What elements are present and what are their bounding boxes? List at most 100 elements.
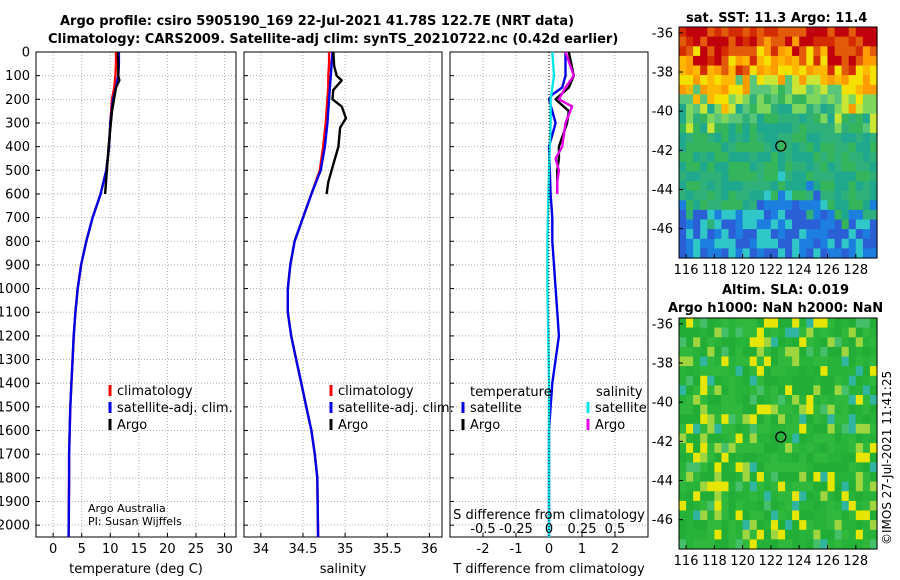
sst_map-cell — [728, 123, 737, 134]
sla_map-cell — [855, 318, 864, 329]
sst_map-cell — [813, 123, 822, 134]
sla_map-cell — [756, 433, 765, 444]
sla_map-cell — [756, 337, 765, 348]
temperature-xtick-label: 25 — [188, 542, 205, 557]
sst_map-cell — [721, 190, 730, 201]
sst_map-cell — [763, 132, 772, 144]
depth-tick-label: 1400 — [0, 377, 30, 392]
sst_map-cell — [693, 142, 701, 153]
sla_map-cell — [834, 510, 843, 521]
sla_map-cell — [827, 375, 836, 386]
sst_map-cell — [785, 161, 793, 172]
differences-xtick-label: -1 — [510, 542, 523, 557]
salinity-xtick-label: 35 — [337, 542, 354, 557]
sst_map-cell — [869, 238, 878, 249]
sst_map-cell — [855, 55, 864, 67]
sst_map-cell — [707, 65, 715, 76]
sla_map-cell — [785, 433, 793, 444]
sst_map-cell — [679, 200, 687, 211]
sst_map-cell — [869, 219, 878, 230]
sla_map-cell — [693, 433, 701, 444]
sla_map-cell — [693, 423, 701, 435]
sst_map-cell — [827, 94, 836, 105]
sst_map-cell — [792, 132, 800, 144]
differences-top-label: S difference from climatology — [453, 508, 645, 523]
temperature-xtick-label: 0 — [49, 542, 57, 557]
sla_map-cell — [792, 356, 800, 367]
sst_map-cell — [700, 113, 708, 124]
sla_map-cell — [869, 500, 878, 512]
sla_map-cell — [763, 404, 772, 415]
sst_map-cell — [693, 75, 701, 86]
sla_map-cell — [679, 423, 687, 435]
sst_map-cell — [707, 113, 715, 124]
sla_map-cell — [700, 491, 708, 502]
sst_map-cell — [742, 65, 751, 76]
sst_map-cell — [806, 27, 814, 38]
sla_map-cell — [749, 327, 758, 338]
sla_map-cell — [763, 481, 772, 492]
sla_map-cell — [742, 327, 751, 338]
sla_map-cell — [756, 529, 765, 540]
sla_map-cell — [855, 356, 864, 367]
sla_map-ytick-label: -40 — [652, 396, 673, 411]
sst_map-cell — [778, 171, 786, 182]
sst_map-cell — [749, 46, 758, 57]
sla_map-cell — [749, 452, 758, 463]
sla_map-cell — [679, 491, 687, 502]
sla_map-cell — [799, 481, 807, 492]
sst_map-cell — [742, 161, 751, 172]
sla_map-cell — [693, 481, 701, 492]
sst_map-cell — [827, 36, 836, 47]
sla_map-cell — [693, 500, 701, 512]
sla_map-ytick-label: -38 — [652, 357, 673, 372]
sst_map-cell — [707, 238, 715, 249]
sla_map-cell — [862, 423, 871, 435]
sst_map-cell — [834, 36, 843, 47]
sla_map-cell — [785, 491, 793, 502]
sst_map-cell — [785, 171, 793, 182]
sla_map-cell — [799, 356, 807, 367]
temperature-xlabel: temperature (deg C) — [69, 562, 203, 577]
sla_map-cell — [813, 452, 822, 463]
sla_map-cell — [834, 385, 843, 396]
sst_map-cell — [686, 209, 694, 221]
sst_map-cell — [841, 75, 850, 86]
sla_map-cell — [742, 318, 751, 329]
sst_map-cell — [792, 229, 800, 240]
sla_map-cell — [855, 433, 864, 444]
sla_map-cell — [820, 529, 829, 540]
sst_map-cell — [806, 94, 814, 105]
sla_map-cell — [714, 385, 723, 396]
sst_map-cell — [770, 248, 779, 259]
sla_map-cell — [827, 452, 836, 463]
sla_map-cell — [707, 539, 715, 550]
sla_map-cell — [735, 500, 744, 512]
sla_map-cell — [792, 433, 800, 444]
sst_map-cell — [806, 75, 814, 86]
sla_map-cell — [848, 327, 857, 338]
sla_map-cell — [721, 395, 730, 406]
sla_map-cell — [686, 404, 694, 415]
sla_map-cell — [735, 452, 744, 463]
sst_map-cell — [813, 104, 822, 115]
sst_map-cell — [778, 209, 786, 221]
sla_map-cell — [869, 385, 878, 396]
differences-xtick-label: 0 — [545, 542, 553, 557]
sst_map-cell — [679, 209, 687, 221]
sst_map-cell — [841, 132, 850, 144]
sst_map-cell — [686, 36, 694, 47]
sst_map-cell — [855, 161, 864, 172]
sst_map-cell — [799, 65, 807, 76]
sla_map-cell — [827, 404, 836, 415]
sla_map-cell — [869, 404, 878, 415]
sst_map-cell — [749, 75, 758, 86]
sla_map-cell — [834, 404, 843, 415]
sla_map-cell — [742, 423, 751, 435]
sst_map-cell — [686, 238, 694, 249]
differences-xtick-label: 2 — [611, 542, 619, 557]
sst_map-cell — [693, 219, 701, 230]
sla_map-cell — [686, 462, 694, 473]
sla_map-cell — [792, 452, 800, 463]
